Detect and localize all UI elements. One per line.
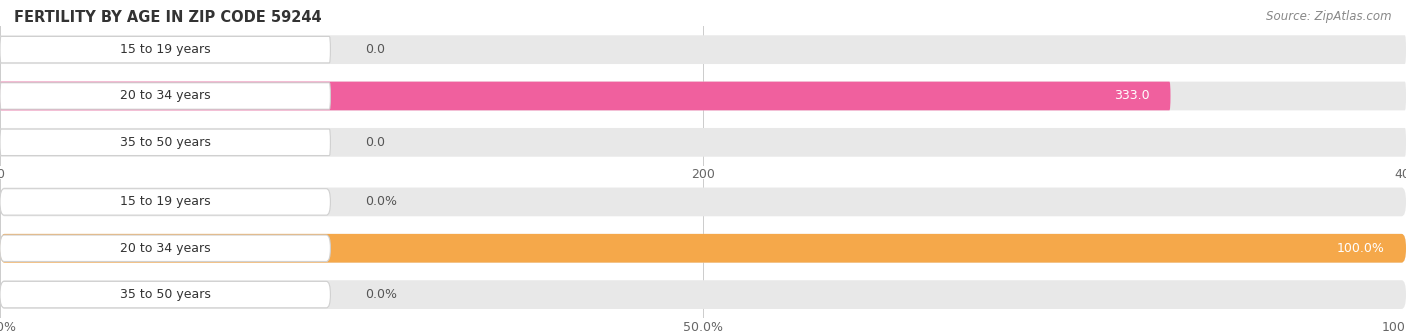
Text: 35 to 50 years: 35 to 50 years xyxy=(120,288,211,301)
FancyBboxPatch shape xyxy=(0,128,1406,157)
FancyBboxPatch shape xyxy=(0,188,1406,216)
Text: 35 to 50 years: 35 to 50 years xyxy=(120,136,211,149)
FancyBboxPatch shape xyxy=(0,82,1406,110)
Text: 20 to 34 years: 20 to 34 years xyxy=(120,89,211,103)
Text: 15 to 19 years: 15 to 19 years xyxy=(120,43,211,56)
Text: 100.0%: 100.0% xyxy=(1337,242,1385,255)
FancyBboxPatch shape xyxy=(0,189,330,215)
FancyBboxPatch shape xyxy=(0,36,330,63)
Text: FERTILITY BY AGE IN ZIP CODE 59244: FERTILITY BY AGE IN ZIP CODE 59244 xyxy=(14,10,322,25)
Text: 0.0%: 0.0% xyxy=(366,288,398,301)
FancyBboxPatch shape xyxy=(0,35,1406,64)
Text: 0.0%: 0.0% xyxy=(366,195,398,209)
FancyBboxPatch shape xyxy=(0,280,1406,309)
FancyBboxPatch shape xyxy=(0,234,1406,262)
Text: 0.0: 0.0 xyxy=(366,136,385,149)
Text: Source: ZipAtlas.com: Source: ZipAtlas.com xyxy=(1267,10,1392,23)
Text: 15 to 19 years: 15 to 19 years xyxy=(120,195,211,209)
Text: 333.0: 333.0 xyxy=(1114,89,1150,103)
FancyBboxPatch shape xyxy=(0,234,1406,262)
FancyBboxPatch shape xyxy=(0,281,330,308)
FancyBboxPatch shape xyxy=(0,82,1171,110)
FancyBboxPatch shape xyxy=(0,129,330,156)
Text: 20 to 34 years: 20 to 34 years xyxy=(120,242,211,255)
FancyBboxPatch shape xyxy=(0,235,330,261)
Text: 0.0: 0.0 xyxy=(366,43,385,56)
FancyBboxPatch shape xyxy=(0,83,330,109)
